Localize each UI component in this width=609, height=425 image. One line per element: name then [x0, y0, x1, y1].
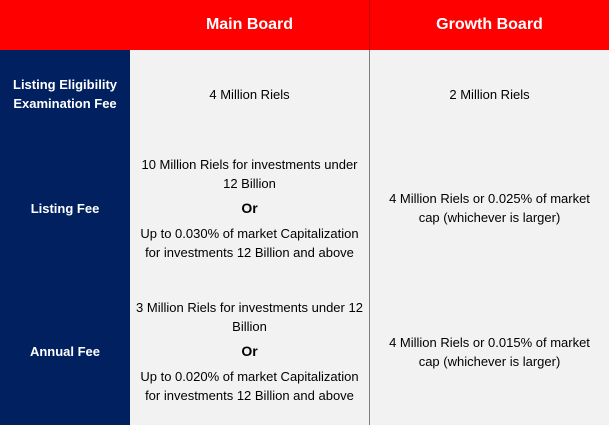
- annual-fee-main-option-1: 3 Million Riels for investments under 12…: [136, 300, 363, 334]
- header-growth-board: Growth Board: [370, 0, 609, 50]
- annual-fee-growth-board: 4 Million Riels or 0.015% of market cap …: [370, 278, 609, 425]
- row-label-listing-fee: Listing Fee: [0, 138, 130, 278]
- annual-fee-or: Or: [241, 343, 258, 359]
- row-label-listing-eligibility: Listing Eligibility Examination Fee: [0, 50, 130, 138]
- listing-fee-or: Or: [241, 199, 258, 216]
- listing-fee-main-board: 10 Million Riels for investments under 1…: [130, 138, 370, 278]
- listing-fee-growth-board: 4 Million Riels or 0.025% of market cap …: [370, 138, 609, 278]
- listing-fee-main-option-1: 10 Million Riels for investments under 1…: [141, 156, 358, 191]
- header-corner: [0, 0, 130, 50]
- listing-fee-main-option-2: Up to 0.030% of market Capitalization fo…: [140, 225, 359, 260]
- header-main-board: Main Board: [130, 0, 370, 50]
- annual-fee-main-board: 3 Million Riels for investments under 12…: [130, 278, 370, 425]
- row-label-annual-fee: Annual Fee: [0, 278, 130, 425]
- listing-eligibility-main-board: 4 Million Riels: [130, 50, 370, 138]
- listing-eligibility-growth-board: 2 Million Riels: [370, 50, 609, 138]
- annual-fee-main-option-2: Up to 0.020% of market Capitalization fo…: [140, 369, 359, 403]
